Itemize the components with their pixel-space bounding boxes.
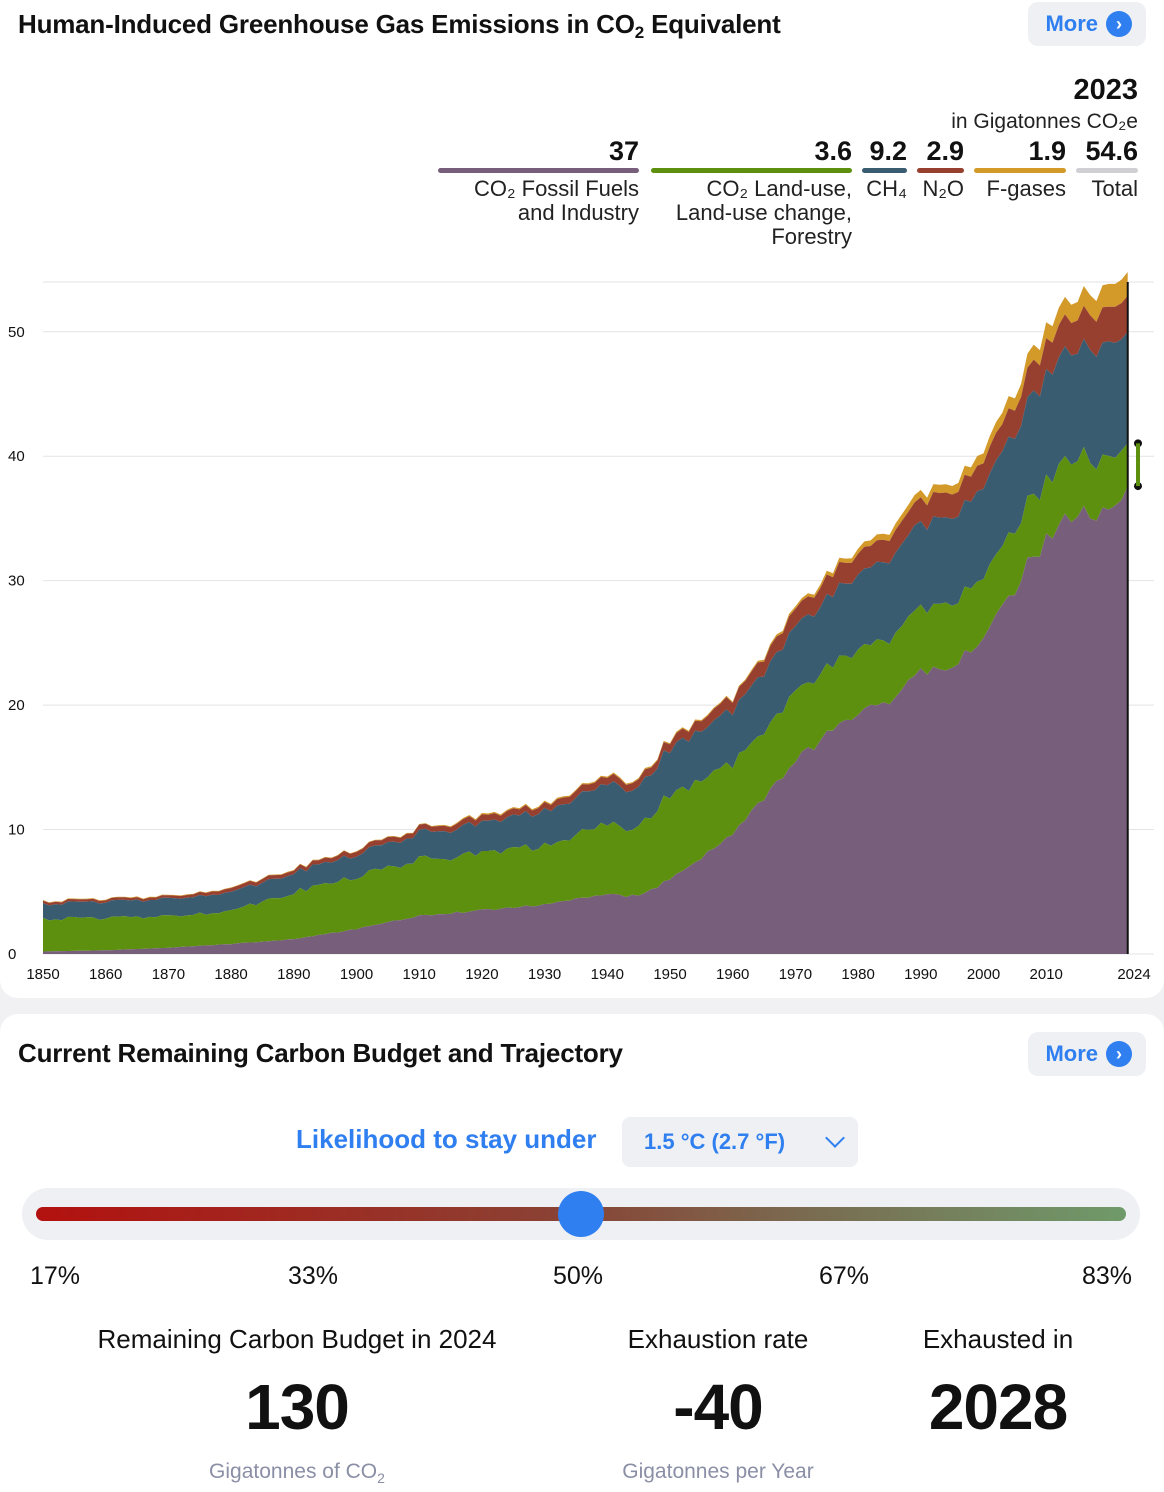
area-series-ch- xyxy=(43,331,1128,921)
more-label: More xyxy=(1045,1041,1098,1066)
likelihood-slider-thumb[interactable] xyxy=(558,1191,604,1237)
chevron-right-icon: › xyxy=(1106,1041,1132,1067)
legend-color-bar xyxy=(974,168,1066,173)
y-tick-label: 50 xyxy=(8,324,25,341)
emissions-area-chart[interactable]: 0 10 20 30 40 50 1850 1860 1870 1880 1890 1900 1910 1… xyxy=(0,270,1164,990)
legend-label: CO₂ Fossil Fuels xyxy=(473,176,639,201)
x-tick-label: 1970 xyxy=(779,966,812,983)
exhaustion-rate-label: Exhaustion rate xyxy=(627,1324,809,1354)
legend-unit: in Gigatonnes CO₂e xyxy=(951,110,1138,133)
legend-item-ch4[interactable]: 9.2 CH₄ xyxy=(862,136,907,201)
slider-tick-label: 17% xyxy=(30,1262,81,1290)
legend-value: 9.2 xyxy=(869,136,907,166)
slider-tick-label: 83% xyxy=(1082,1262,1133,1290)
legend-value: 1.9 xyxy=(1028,136,1066,166)
carbon-budget-card: Current Remaining Carbon Budget and Traj… xyxy=(0,1014,1164,1492)
area-series-co-fossil-fuels-and-industry xyxy=(43,486,1128,954)
exhausted-in-value: 2028 xyxy=(928,1371,1068,1443)
x-tick-label: 1990 xyxy=(904,966,937,983)
legend-color-bar xyxy=(1076,168,1138,173)
emissions-title: Human-Induced Greenhouse Gas Emissions i… xyxy=(18,9,781,42)
temperature-select-value: 1.5 °C (2.7 °F) xyxy=(644,1129,786,1154)
y-tick-label: 20 xyxy=(8,697,25,714)
legend-item-co2-fossil[interactable]: 37 CO₂ Fossil Fuels and Industry xyxy=(438,136,639,225)
budget-title: Current Remaining Carbon Budget and Traj… xyxy=(18,1038,623,1068)
x-tick-label: 1950 xyxy=(653,966,686,983)
x-tick-label: 1880 xyxy=(214,966,247,983)
legend-label: Total xyxy=(1091,176,1138,201)
chevron-right-icon: › xyxy=(1106,11,1132,37)
likelihood-label: Likelihood to stay under xyxy=(296,1124,597,1154)
x-tick-label: 1890 xyxy=(277,966,310,983)
exhaustion-rate-unit: Gigatonnes per Year xyxy=(622,1460,814,1483)
legend-color-bar xyxy=(651,168,852,173)
slider-tick-label: 50% xyxy=(553,1262,604,1290)
exhaustion-rate-value: -40 xyxy=(673,1371,764,1443)
legend-year: 2023 xyxy=(1073,74,1138,106)
area-series-co-land-use-land-use-change-forestry xyxy=(43,443,1128,952)
emissions-more-button[interactable]: More › xyxy=(1028,2,1146,46)
emissions-card: Human-Induced Greenhouse Gas Emissions i… xyxy=(0,0,1164,998)
x-tick-label: 2010 xyxy=(1030,966,1063,983)
legend-value: 37 xyxy=(608,136,639,166)
legend-label: CH₄ xyxy=(866,176,907,201)
x-tick-label: 2024 xyxy=(1117,966,1150,983)
legend-item-co2-landuse[interactable]: 3.6 CO₂ Land-use, Land-use change, Fores… xyxy=(651,136,852,249)
temperature-select[interactable]: 1.5 °C (2.7 °F) xyxy=(622,1117,858,1167)
remaining-budget-unit: Gigatonnes of CO2 xyxy=(209,1460,385,1487)
legend-color-bar xyxy=(917,168,964,173)
x-tick-label: 2000 xyxy=(967,966,1000,983)
y-tick-label: 30 xyxy=(8,573,25,590)
x-tick-label: 1960 xyxy=(716,966,749,983)
slider-tick-label: 67% xyxy=(819,1262,870,1290)
legend-label-line2: and Industry xyxy=(517,200,639,225)
y-tick-label: 40 xyxy=(8,448,25,465)
x-tick-label: 1910 xyxy=(403,966,436,983)
y-tick-label: 0 xyxy=(8,946,16,963)
legend-color-bar xyxy=(862,168,907,173)
legend-label-line2: Land-use change, xyxy=(675,200,852,225)
legend-label: CO₂ Land-use, xyxy=(706,176,852,201)
x-tick-label: 1920 xyxy=(465,966,498,983)
remaining-budget-label: Remaining Carbon Budget in 2024 xyxy=(97,1324,497,1354)
slider-tick-label: 33% xyxy=(288,1262,339,1290)
x-tick-label: 1980 xyxy=(841,966,874,983)
x-tick-label: 1860 xyxy=(89,966,122,983)
x-tick-label: 1930 xyxy=(528,966,561,983)
chevron-down-icon xyxy=(825,1128,845,1148)
legend-label-line3: Forestry xyxy=(771,224,852,249)
legend-label: F-gases xyxy=(986,176,1066,201)
legend-label: N₂O xyxy=(922,176,964,201)
x-tick-label: 1900 xyxy=(340,966,373,983)
exhausted-in-label: Exhausted in xyxy=(922,1324,1074,1354)
legend-item-total: 54.6 Total xyxy=(1076,136,1138,201)
legend-item-fgases[interactable]: 1.9 F-gases xyxy=(974,136,1066,201)
legend-value: 2.9 xyxy=(926,136,964,166)
legend-value: 54.6 xyxy=(1085,136,1138,166)
legend-color-bar xyxy=(438,168,639,173)
more-label: More xyxy=(1045,11,1098,36)
x-tick-label: 1940 xyxy=(591,966,624,983)
x-tick-label: 1850 xyxy=(26,966,59,983)
budget-more-button[interactable]: More › xyxy=(1028,1032,1146,1076)
legend-value: 3.6 xyxy=(814,136,852,166)
remaining-budget-value: 130 xyxy=(245,1371,350,1443)
x-tick-label: 1870 xyxy=(152,966,185,983)
y-tick-label: 10 xyxy=(8,822,25,839)
legend-item-n2o[interactable]: 2.9 N₂O xyxy=(917,136,964,201)
